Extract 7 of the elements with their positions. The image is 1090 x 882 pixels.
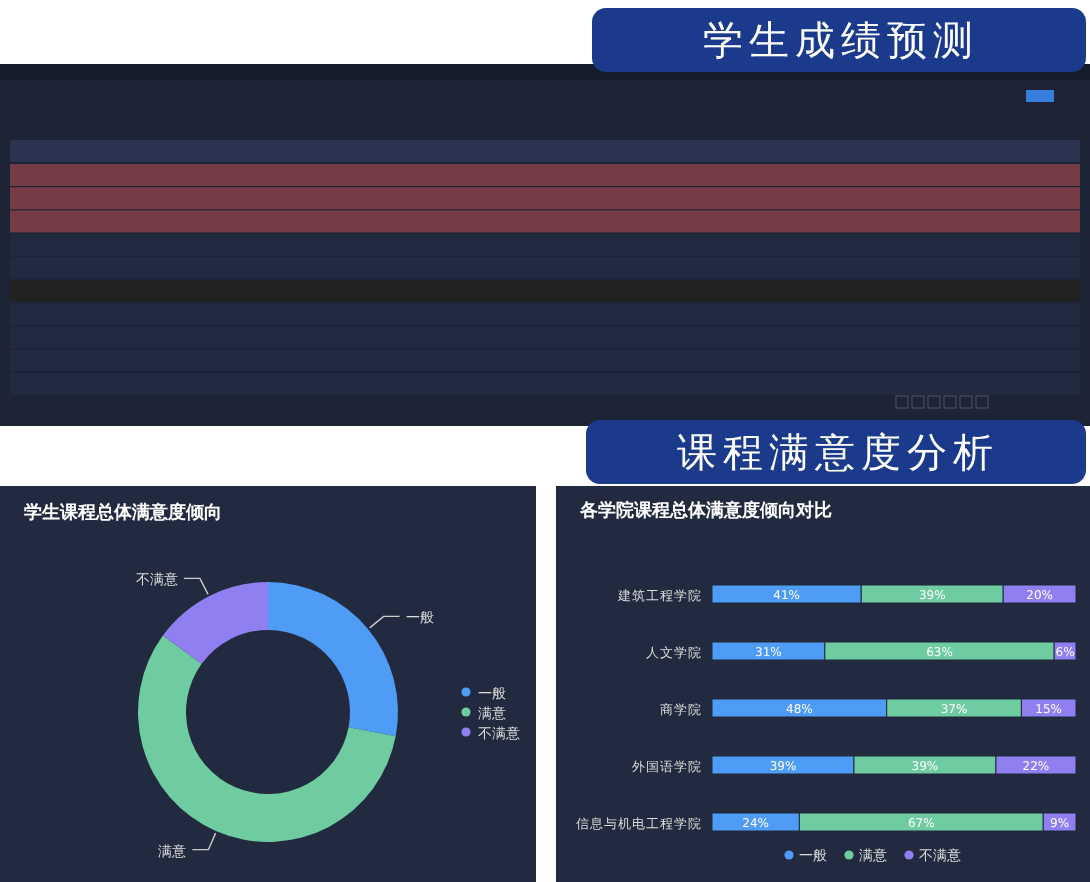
donut-slice [268, 582, 398, 737]
donut-slice [162, 582, 268, 664]
chart-title: 学生课程总体满意度倾向 [24, 502, 222, 524]
text: 学生成绩预测 [703, 16, 979, 64]
donut-slice [138, 635, 396, 842]
chart-title: 各学院课程总体满意度倾向对比 [578, 500, 832, 522]
text: 课程满意度分析 [677, 428, 999, 476]
